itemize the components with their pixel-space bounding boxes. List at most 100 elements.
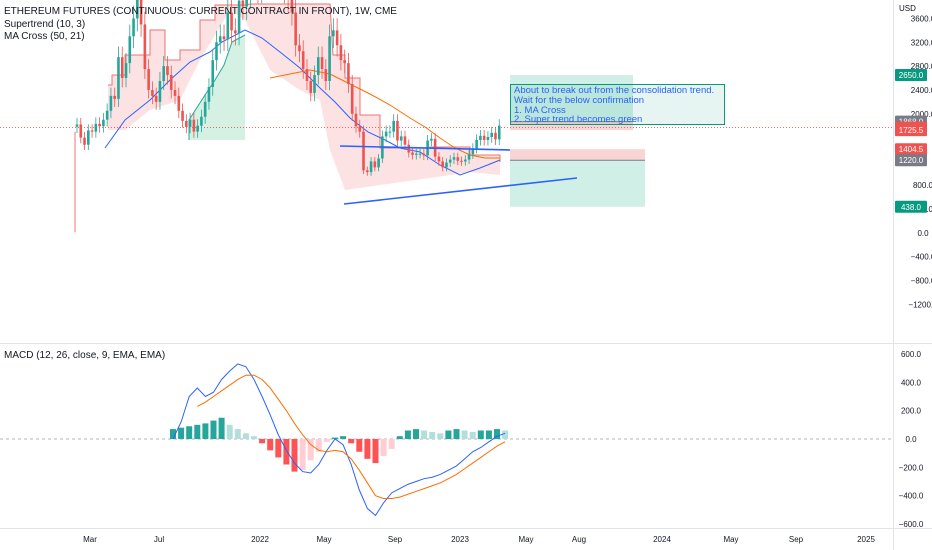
candle-body [347,63,350,84]
supertrend-legend[interactable]: Supertrend (10, 3) [4,19,86,30]
candle-body [309,80,313,93]
macd-histogram-bar [194,424,201,439]
ma-cross-legend[interactable]: MA Cross (50, 21) [4,31,85,42]
price-axis-tick: 3600.0 [911,14,932,23]
macd-histogram-bar [307,439,314,461]
ma-fast-line [104,29,501,176]
candle-body [313,75,316,93]
note-line-3: 1. MA Cross [514,104,566,116]
candle-body [422,153,426,156]
candle-body [113,95,116,99]
time-axis-tick: 2024 [653,535,671,544]
candle-body [222,36,226,40]
candle-body [211,60,215,87]
macd-histogram-bar [388,439,395,449]
price-axis-tick: 2000.0 [911,110,932,119]
candle-body [343,60,346,64]
candle-body [290,0,294,13]
macd-histogram-bar [242,433,249,439]
candle-body [467,154,471,160]
candle-body [460,160,463,162]
candle-body [94,123,98,132]
macd-axis-tick: −600.0 [899,520,924,529]
macd-histogram-bar [170,429,176,439]
candle-body [490,132,493,137]
time-axis-tick: May [518,535,533,544]
candle-body [301,51,305,70]
candle-body [354,113,358,127]
macd-histogram-bar [477,430,484,439]
macd-histogram-bar [234,429,241,439]
macd-histogram-bar [372,439,379,464]
note-line-1: About to break out from the consolidatio… [514,85,715,96]
candle-body [237,0,241,34]
time-axis-tick: Sep [388,535,403,544]
candle-body [117,57,120,99]
time-axis-tick: May [723,535,738,544]
candle-body [245,0,248,7]
candle-body [162,66,166,81]
candle-body [139,0,143,25]
candle-body [143,24,147,70]
macd-histogram-bar [453,429,460,439]
candle-body [181,110,184,121]
candle-body [169,75,173,90]
annotation-note[interactable]: About to break out from the consolidatio… [510,84,725,125]
candle-body [154,95,158,102]
macd-histogram-bar [429,431,436,439]
macd-histogram-bar [396,436,403,439]
price-axis-tick: −800.0 [911,277,932,286]
macd-histogram-bar [178,427,185,439]
macd-histogram-bar [218,417,225,439]
candle-body [373,161,377,168]
macd-legend[interactable]: MACD (12, 26, close, 9, EMA, EMA) [4,350,166,361]
candle-body [494,132,497,140]
candle-body [294,12,297,46]
macd-histogram-bar [210,420,217,439]
candle-body [464,159,467,162]
price-label: 1725.5 [895,124,927,137]
candle-body [83,137,86,145]
macd-histogram-bar [348,439,355,444]
time-axis-tick: 2022 [251,535,269,544]
candle-body [241,0,245,7]
time-axis-tick: Jul [154,535,164,544]
price-axis-tick: 2800.0 [911,62,932,71]
candle-body [471,148,475,155]
candle-body [320,57,324,70]
macd-histogram-bar [332,437,338,439]
macd-histogram-bar [259,439,266,444]
candle-body [377,158,380,168]
macd-histogram-bar [186,426,193,439]
long-target-zone [510,75,633,122]
candle-body [479,135,482,140]
resistance-trendline [339,145,511,151]
symbol-legend[interactable]: ETHEREUM FUTURES (CONTINUOUS: CURRENT CO… [4,6,397,17]
candle-body [75,124,79,127]
candle-body [362,131,365,171]
candle-body [399,136,403,141]
price-axis-tick: −1200.0 [908,300,932,309]
price-label-text: 1404.5 [899,145,924,154]
candle-body [177,95,181,111]
candle-body [128,36,132,64]
price-axis-tick: 2400.0 [911,86,932,95]
price-axis-unit: USD [899,4,916,13]
candle-body [218,36,222,43]
macd-histogram-bar [323,439,330,442]
candle-body [166,66,169,76]
price-axis-tick: −400.0 [911,253,932,262]
price-label-text: 1220.0 [899,156,924,165]
macd-histogram-bar [226,424,233,439]
candle-body [185,120,188,127]
candle-body [298,45,301,52]
price-label: 1220.0 [895,154,927,167]
time-axis-tick: May [316,535,331,544]
macd-signal-line [197,374,506,500]
price-label-text: 2650.0 [899,71,924,80]
price-axis-tick: 800.0 [913,181,932,190]
candle-body [497,125,501,140]
macd-histogram-bar [380,439,387,457]
candle-body [98,123,101,127]
